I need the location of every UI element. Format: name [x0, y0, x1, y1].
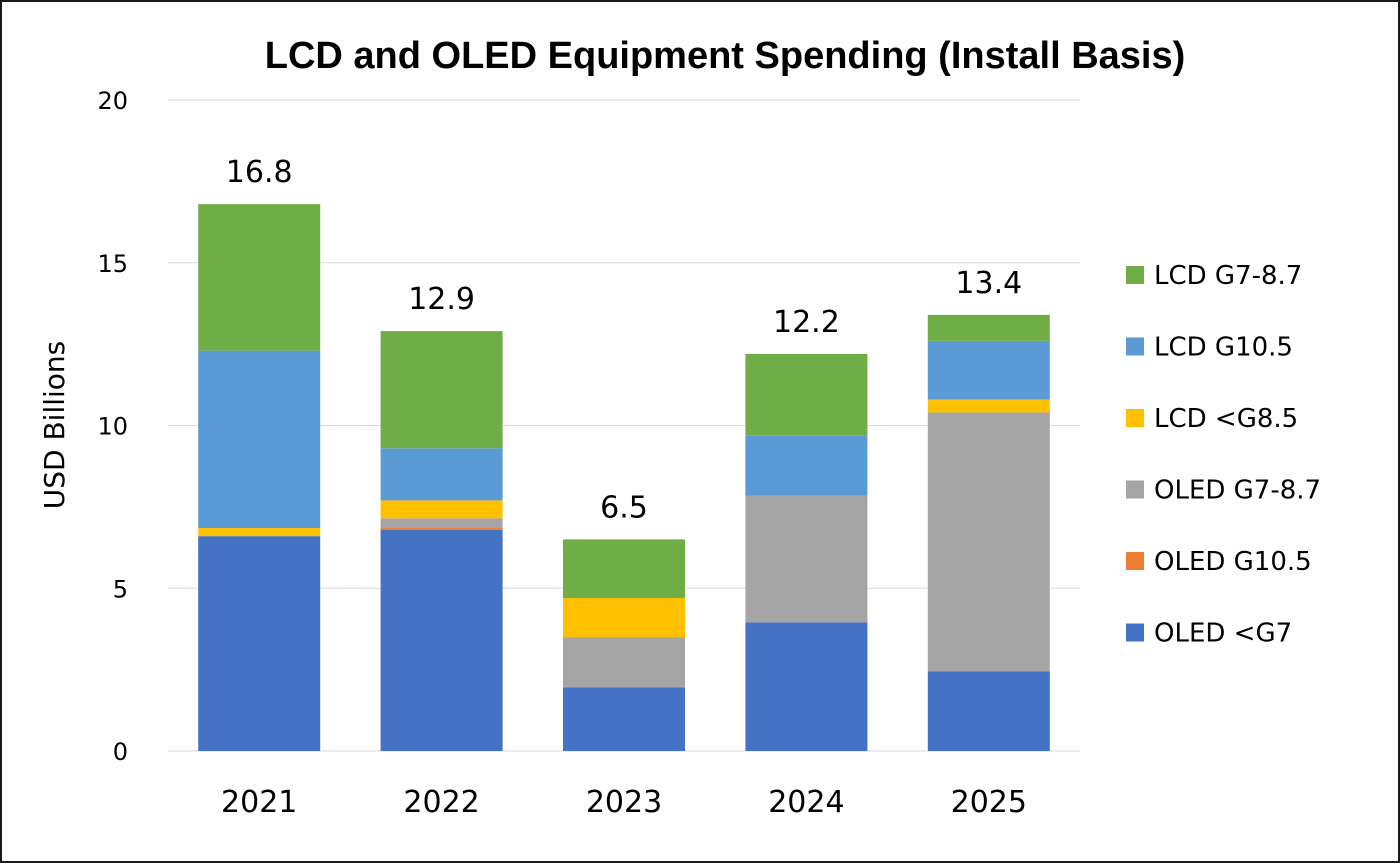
total-data-label: 6.5 [600, 490, 648, 525]
legend-entry-label: LCD <G8.5 [1154, 404, 1298, 434]
legend-swatch [1126, 623, 1144, 642]
bar-segment [563, 637, 685, 688]
bar-segment [927, 399, 1050, 413]
bar-segment [198, 528, 321, 537]
bar-segment [198, 536, 321, 751]
legend-entry-label: OLED G10.5 [1154, 547, 1312, 577]
legend-swatch [1126, 409, 1144, 427]
legend-entry-label: OLED <G7 [1154, 619, 1292, 649]
y-tick-label: 0 [113, 738, 128, 766]
legend-swatch [1126, 480, 1144, 499]
legend-swatch [1126, 266, 1144, 284]
chart-title: LCD and OLED Equipment Spending (Install… [265, 35, 1186, 77]
y-tick-label: 20 [97, 87, 128, 115]
legend-entry-label: LCD G7-8.7 [1154, 261, 1302, 291]
x-tick-label: 2024 [768, 785, 844, 820]
bar-segment [927, 671, 1050, 751]
total-data-label: 12.2 [773, 305, 840, 340]
bar-segment [927, 340, 1050, 400]
legend-swatch [1126, 337, 1144, 356]
bar-segment [927, 314, 1050, 341]
legend-entry-label: LCD G10.5 [1154, 333, 1293, 363]
bar-segment [745, 435, 868, 496]
bar-segment [563, 598, 685, 638]
bar-segment [745, 495, 868, 623]
bar-segment [380, 528, 503, 530]
labels-layer: 16.8 2021 12.9 2022 6.5 2023 12.2 2024 13.4 2025 [221, 155, 1027, 820]
legend: LCD G7-8.7 LCD G10.5 LCD <G8.5 OLED G7-8.7 O… [1126, 261, 1321, 649]
bar-segment [380, 529, 503, 751]
bar-segment [745, 353, 868, 436]
bar-segment [380, 500, 503, 519]
legend-entry-label: OLED G7-8.7 [1154, 476, 1321, 506]
bar-segment [198, 350, 321, 529]
y-axis-label: USD Billions [38, 341, 71, 510]
bars-layer [198, 204, 1050, 751]
total-data-label: 16.8 [226, 155, 293, 190]
bar-segment [380, 448, 503, 501]
legend-swatch [1126, 552, 1144, 570]
bar-segment [745, 622, 868, 751]
total-data-label: 12.9 [408, 282, 475, 317]
x-tick-label: 2025 [951, 785, 1027, 820]
x-tick-label: 2021 [221, 785, 297, 820]
bar-segment [927, 412, 1050, 672]
y-tick-label: 15 [97, 250, 128, 278]
total-data-label: 13.4 [955, 266, 1022, 301]
y-tick-label: 10 [97, 413, 128, 441]
bar-segment [198, 204, 321, 351]
y-tick-label: 5 [113, 575, 128, 603]
bar-segment [380, 518, 503, 529]
x-tick-label: 2022 [403, 785, 479, 820]
x-tick-label: 2023 [586, 785, 662, 820]
bar-segment [380, 331, 503, 449]
bar-segment [563, 687, 685, 751]
bar-segment [563, 539, 685, 599]
